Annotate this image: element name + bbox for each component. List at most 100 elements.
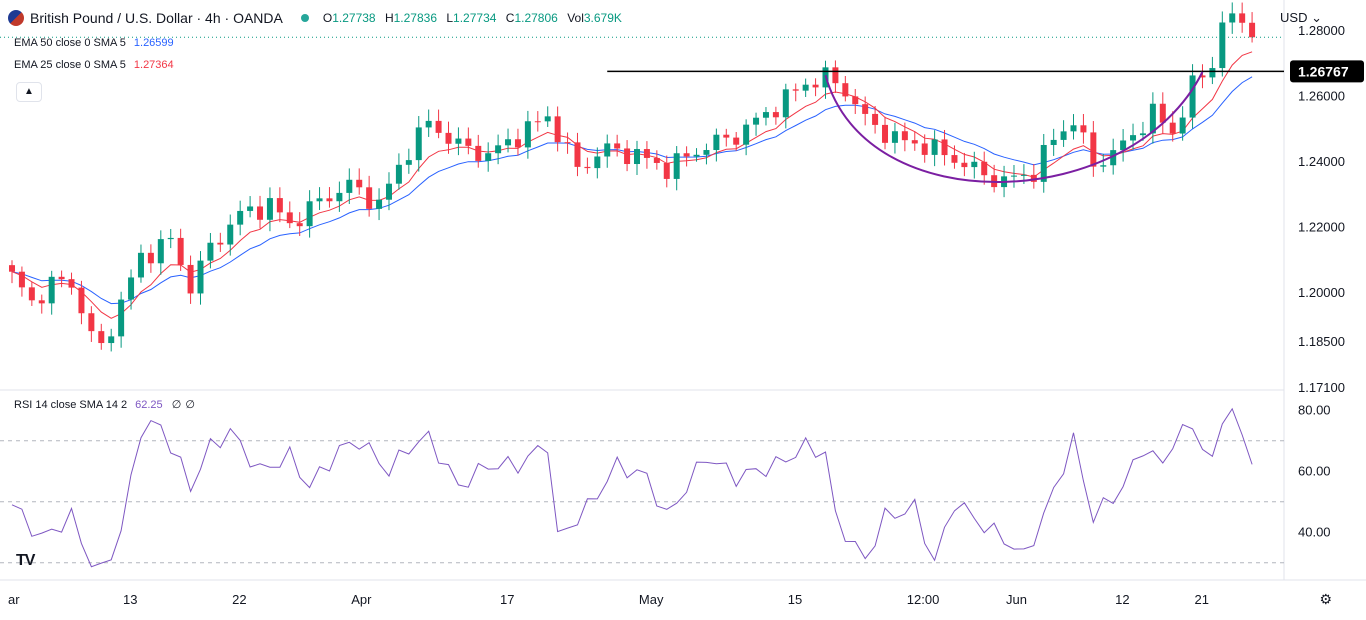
price-tick-label: 1.24000 [1298, 154, 1345, 169]
candle-body [941, 139, 948, 156]
candle-body [98, 331, 105, 344]
ema25-legend[interactable]: EMA 25 close 0 SMA 5 1.27364 [14, 59, 174, 71]
candle-body [296, 223, 303, 227]
price-tick-label: 1.28000 [1298, 23, 1345, 38]
candle-body [1139, 133, 1146, 136]
candle-body [971, 161, 978, 168]
candle-body [237, 210, 244, 225]
candle-body [78, 287, 85, 314]
candle-body [9, 265, 15, 272]
candle-body [673, 153, 680, 179]
tradingview-logo: TV [16, 552, 35, 569]
candle-body [68, 279, 75, 288]
candle-body [385, 183, 392, 200]
candle-body [852, 96, 859, 105]
candle-body [802, 84, 809, 91]
candle-body [1050, 139, 1057, 145]
rsi-tick-label: 80.00 [1298, 402, 1331, 417]
time-tick-label: 22 [232, 592, 246, 607]
candle-body [485, 153, 492, 161]
price-tick-label: 1.18500 [1298, 334, 1345, 349]
candle-body [425, 120, 432, 128]
candle-body [981, 161, 988, 176]
candle-body [1229, 13, 1236, 23]
time-tick-label: May [639, 592, 664, 607]
candle-body [28, 287, 35, 301]
candle-body [1130, 135, 1137, 141]
candle-body [395, 164, 402, 184]
candle-body [554, 116, 561, 143]
candle-body [415, 127, 422, 161]
candle-body [465, 138, 472, 146]
candle-body [743, 124, 750, 145]
candle-body [167, 237, 174, 240]
candle-body [177, 237, 184, 265]
candle-body [1010, 175, 1017, 177]
candle-body [118, 299, 125, 337]
candle-body [187, 264, 194, 294]
symbol-title[interactable]: British Pound / U.S. Dollar · 4h · OANDA [30, 10, 283, 26]
candle-body [217, 242, 224, 245]
settings-gear-icon[interactable]: ⚙ [1319, 591, 1332, 607]
candle-body [1169, 122, 1176, 134]
candle-body [147, 252, 154, 264]
candle-body [227, 224, 234, 245]
candle-body [872, 113, 879, 125]
candle-body [951, 155, 958, 163]
price-tick-label: 1.17100 [1298, 380, 1345, 395]
candle-body [544, 116, 551, 122]
candle-body [753, 117, 760, 125]
candle-body [455, 138, 462, 144]
candle-body [812, 84, 819, 88]
candle-body [574, 142, 581, 167]
candle-body [445, 132, 452, 144]
candle-body [634, 149, 640, 165]
candle-body [584, 166, 591, 169]
candle-body [1189, 75, 1196, 118]
candle-body [842, 83, 849, 97]
candle-body [366, 187, 373, 209]
candle-body [1149, 103, 1156, 134]
price-tick-label: 1.22000 [1298, 219, 1345, 234]
candle-body [38, 300, 45, 304]
candle-body [1179, 117, 1186, 134]
candle-body [207, 242, 214, 261]
candle-body [524, 121, 531, 148]
candle-body [1159, 103, 1166, 123]
candle-body [108, 336, 115, 344]
candle-body [1030, 174, 1037, 182]
candle-body [157, 239, 164, 264]
candle-body [1020, 174, 1027, 176]
candle-body [832, 67, 839, 84]
candle-body [326, 198, 333, 202]
chart-header: British Pound / U.S. Dollar · 4h · OANDA… [8, 10, 622, 26]
collapse-legend-button[interactable]: ▲ [16, 82, 42, 102]
candle-body [276, 198, 283, 213]
time-tick-label: 15 [788, 592, 802, 607]
candle-body [891, 131, 898, 143]
candle-body [58, 276, 65, 280]
currency-selector[interactable]: USD ⌄ [1280, 10, 1322, 25]
candle-body [316, 198, 323, 202]
resistance-label: 1.26767 [1298, 63, 1349, 79]
candle-body [88, 313, 95, 332]
candle-body [733, 137, 740, 145]
candle-body [782, 89, 789, 118]
ohlc-readout: O1.27738 H1.27836 L1.27734 C1.27806 Vol3… [322, 11, 622, 25]
candle-body [266, 198, 273, 220]
candle-body [614, 143, 621, 149]
rsi-line [11, 407, 1253, 568]
candle-body [128, 277, 135, 300]
candle-body [356, 179, 363, 188]
candle-body [882, 124, 889, 143]
price-tick-label: 1.26000 [1298, 88, 1345, 103]
currency-pair-flag-icon [8, 10, 24, 26]
candle-body [1219, 22, 1226, 69]
candle-body [663, 162, 670, 179]
ema50-legend[interactable]: EMA 50 close 0 SMA 5 1.26599 [14, 37, 174, 49]
rsi-legend[interactable]: RSI 14 close SMA 14 2 62.25 ∅ ∅ [14, 399, 195, 411]
candle-body [961, 162, 968, 168]
time-tick-label: Apr [351, 592, 372, 607]
candle-body [137, 252, 144, 278]
